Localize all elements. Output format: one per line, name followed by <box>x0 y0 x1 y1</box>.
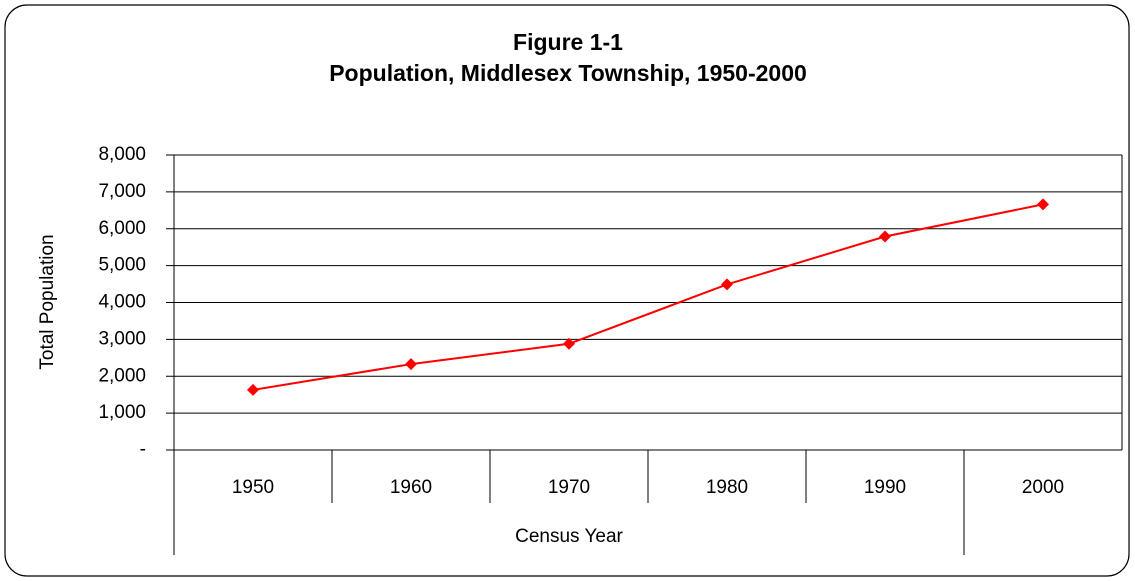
x-tick-label: 1960 <box>390 477 432 498</box>
x-tick-label: 1970 <box>548 477 590 498</box>
chart-frame <box>4 4 1130 577</box>
data-line <box>252 203 1044 391</box>
x-tick-label: 1990 <box>864 477 906 498</box>
y-tick-label: 3,000 <box>98 328 146 349</box>
y-tick-label: - <box>140 439 146 460</box>
data-point <box>1037 198 1049 211</box>
y-tick-label: 7,000 <box>98 181 146 202</box>
x-tick-label: 1980 <box>706 477 748 498</box>
y-axis-label: Total Population <box>37 234 58 369</box>
y-tick-label: 2,000 <box>98 365 146 386</box>
data-point <box>247 383 259 396</box>
y-tick-label: 6,000 <box>98 218 146 239</box>
data-point <box>721 278 733 291</box>
data-point <box>405 358 417 371</box>
chart-title: Figure 1-1 <box>513 29 623 55</box>
y-tick-label: 5,000 <box>98 255 146 276</box>
data-point <box>879 230 891 243</box>
x-tick-label: 1950 <box>232 477 274 498</box>
x-axis-label: Census Year <box>515 526 623 547</box>
y-tick-label: 8,000 <box>98 144 146 165</box>
x-tick-label: 2000 <box>1022 477 1064 498</box>
y-tick-label: 1,000 <box>98 402 146 423</box>
y-tick-label: 4,000 <box>98 292 146 313</box>
chart-subtitle: Population, Middlesex Township, 1950-200… <box>329 60 807 86</box>
data-point <box>563 337 575 350</box>
